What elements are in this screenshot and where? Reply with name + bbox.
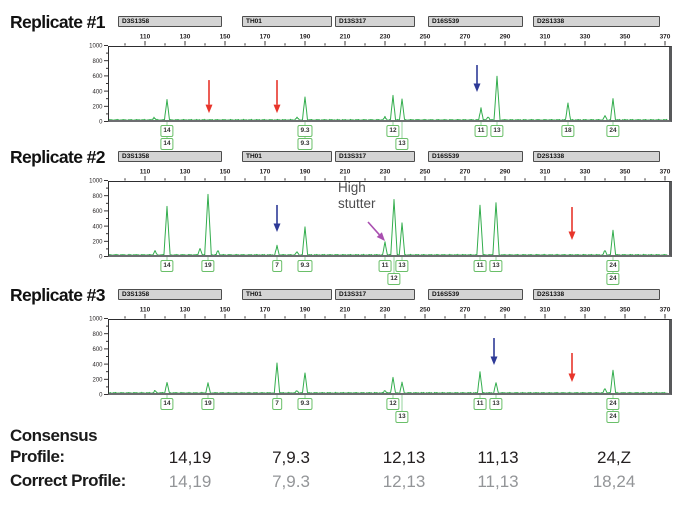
- allele-call-box: 9.3: [297, 138, 313, 150]
- consensus-value-d2s1338: 24,Z: [596, 448, 632, 467]
- locus-label: D13S317: [339, 18, 367, 25]
- locus-label: D13S317: [339, 153, 367, 160]
- locus-label: D2S1338: [537, 291, 565, 298]
- allele-labels: 14 14 9.3 9.3 12 13 11 13 18 24: [0, 10, 700, 152]
- consensus-label-line2: Profile:: [10, 447, 65, 466]
- locus-bar-d2s1338: D2S1338: [533, 151, 660, 162]
- allele-call-box: 11: [474, 125, 488, 137]
- allele-call-box: 11: [473, 260, 487, 272]
- allele-call-box: 12: [386, 125, 400, 137]
- replicate-1-panel: 110 130 150 170 190 210 230 250 270 290 310 330 350 3…: [0, 10, 700, 152]
- correct-value-d16s539: 11,13: [477, 472, 519, 491]
- allele-call-box: 13: [395, 260, 409, 272]
- locus-bar-d13s317: D13S317: [335, 151, 415, 162]
- consensus-value-d3s1358: 14,19: [168, 448, 212, 467]
- allele-call-box: 14: [160, 138, 174, 150]
- consensus-label-line1: Consensus: [10, 426, 98, 445]
- locus-bars: D3S1358 TH01 D13S317 D16S539 D2S1338: [0, 10, 700, 152]
- consensus-value-d13s317: 12,13: [382, 448, 426, 467]
- locus-label: TH01: [246, 18, 262, 25]
- correct-value-th01: 7,9.3: [272, 472, 310, 491]
- replicate-1-label: Replicate #1: [10, 12, 106, 32]
- plot-frame: [108, 318, 672, 395]
- correct-value-d13s317: 12,13: [382, 472, 426, 491]
- allele-call-box: 13: [489, 398, 503, 410]
- locus-bar-th01: TH01: [242, 16, 332, 27]
- locus-bar-d13s317: D13S317: [335, 16, 415, 27]
- allele-call-box: 9.3: [297, 398, 313, 410]
- locus-bar-d3s1358: D3S1358: [118, 289, 222, 300]
- plot-frame: [108, 45, 672, 122]
- locus-label: D2S1338: [537, 18, 565, 25]
- allele-call-box: 18: [561, 125, 575, 137]
- allele-call-box: 24: [606, 260, 620, 272]
- allele-call-box: 19: [201, 398, 215, 410]
- allele-call-box: 24: [606, 398, 620, 410]
- locus-bar-th01: TH01: [242, 289, 332, 300]
- locus-label: D16S539: [432, 18, 460, 25]
- replicate-3-label: Replicate #3: [10, 285, 106, 305]
- locus-bar-d13s317: D13S317: [335, 289, 415, 300]
- locus-label: D16S539: [432, 291, 460, 298]
- allele-call-box: 9.3: [297, 260, 313, 272]
- allele-call-box: 11: [378, 260, 392, 272]
- replicate-3-panel: 110 130 150 170 190 210 230 250 270 290 310 330 350 3…: [0, 283, 700, 425]
- locus-label: TH01: [246, 291, 262, 298]
- allele-call-box: 11: [473, 398, 487, 410]
- locus-bar-d16s539: D16S539: [428, 16, 523, 27]
- locus-bars: D3S1358 TH01 D13S317 D16S539 D2S1338: [0, 283, 700, 425]
- allele-call-box: 14: [160, 260, 174, 272]
- allele-call-box: 13: [489, 260, 503, 272]
- allele-call-box: 12: [387, 273, 401, 285]
- correct-profile-label: Correct Profile:: [10, 471, 126, 490]
- locus-label: D16S539: [432, 153, 460, 160]
- locus-label: TH01: [246, 153, 262, 160]
- plot-frame: [108, 180, 672, 257]
- allele-labels: 14 19 7 9.3 11 12 13 11 13 24 24: [0, 145, 700, 287]
- locus-label: D3S1358: [122, 153, 150, 160]
- locus-label: D2S1338: [537, 153, 565, 160]
- locus-bars: D3S1358 TH01 D13S317 D16S539 D2S1338: [0, 145, 700, 287]
- high-stutter-annotation: High stutter: [338, 180, 376, 211]
- locus-bar-th01: TH01: [242, 151, 332, 162]
- allele-call-box: 12: [386, 398, 400, 410]
- allele-call-box: 7: [272, 260, 282, 272]
- locus-bar-d2s1338: D2S1338: [533, 289, 660, 300]
- consensus-value-d16s539: 11,13: [477, 448, 519, 467]
- locus-bar-d16s539: D16S539: [428, 289, 523, 300]
- locus-bar-d16s539: D16S539: [428, 151, 523, 162]
- correct-value-d3s1358: 14,19: [168, 472, 212, 491]
- allele-labels: 14 19 7 9.3 12 13 11 13 24 24: [0, 283, 700, 425]
- replicate-2-panel: 110 130 150 170 190 210 230 250 270 290 310 330 350 3…: [0, 145, 700, 287]
- consensus-value-th01: 7,9.3: [272, 448, 310, 467]
- allele-call-box: 24: [606, 273, 620, 285]
- replicate-2-label: Replicate #2: [10, 147, 106, 167]
- allele-call-box: 19: [201, 260, 215, 272]
- allele-call-box: 14: [160, 125, 174, 137]
- locus-bar-d2s1338: D2S1338: [533, 16, 660, 27]
- allele-call-box: 13: [490, 125, 504, 137]
- locus-bar-d3s1358: D3S1358: [118, 16, 222, 27]
- allele-call-box: 14: [160, 398, 174, 410]
- correct-value-d2s1338: 18,24: [592, 472, 636, 491]
- allele-call-box: 24: [606, 411, 620, 423]
- allele-call-box: 13: [395, 138, 409, 150]
- allele-call-box: 9.3: [297, 125, 313, 137]
- allele-call-box: 24: [606, 125, 620, 137]
- locus-bar-d3s1358: D3S1358: [118, 151, 222, 162]
- locus-label: D3S1358: [122, 291, 150, 298]
- locus-label: D3S1358: [122, 18, 150, 25]
- locus-label: D13S317: [339, 291, 367, 298]
- allele-call-box: 7: [272, 398, 282, 410]
- allele-call-box: 13: [395, 411, 409, 423]
